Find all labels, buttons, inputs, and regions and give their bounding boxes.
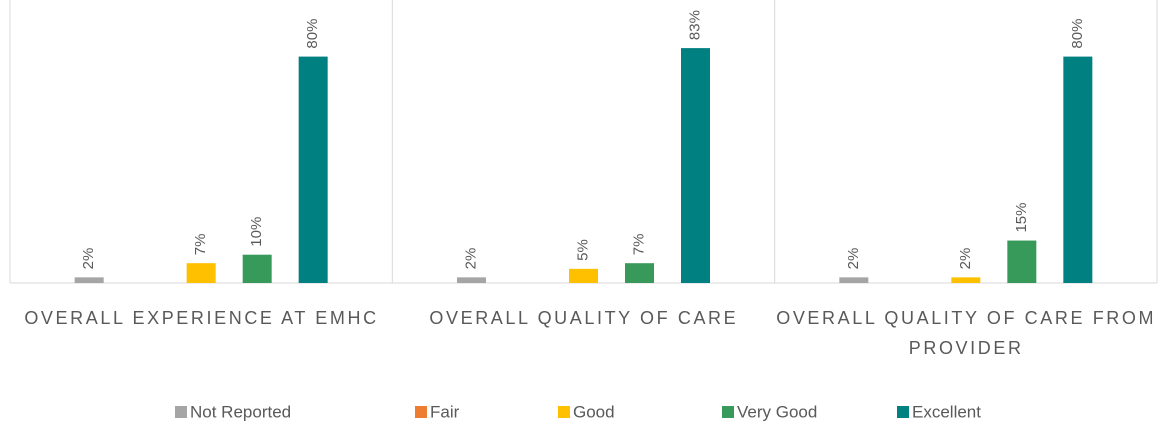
- bar: [74, 277, 104, 283]
- data-label: 2%: [462, 248, 479, 270]
- data-label: 10%: [248, 217, 265, 247]
- category-label: OVERALL QUALITY OF CARE FROM PROVIDER: [776, 308, 1157, 358]
- data-label: 7%: [630, 234, 647, 256]
- bar: [186, 263, 216, 283]
- bar: [1063, 56, 1093, 283]
- legend-label: Very Good: [737, 402, 817, 421]
- legend-swatch: [558, 406, 570, 418]
- legend-swatch: [175, 406, 187, 418]
- bar: [1007, 240, 1037, 283]
- data-label: 5%: [574, 239, 591, 261]
- data-label: 2%: [845, 248, 862, 270]
- legend-swatch: [897, 406, 909, 418]
- bar: [298, 56, 328, 283]
- legend-label: Excellent: [912, 402, 981, 421]
- data-label: 15%: [1013, 203, 1030, 233]
- bar: [681, 48, 710, 283]
- category-label: OVERALL EXPERIENCE AT EMHC: [24, 308, 379, 328]
- category-label: OVERALL QUALITY OF CARE: [429, 308, 739, 328]
- bar: [569, 268, 598, 283]
- legend-label: Fair: [430, 402, 460, 421]
- data-label: 80%: [304, 19, 321, 49]
- legend-swatch: [415, 406, 427, 418]
- legend-label: Good: [573, 402, 615, 421]
- data-label: 2%: [80, 248, 97, 270]
- data-label: 7%: [192, 234, 209, 256]
- data-label: 83%: [686, 10, 703, 40]
- bar: [242, 254, 272, 283]
- bar: [625, 263, 654, 283]
- data-label: 80%: [1069, 19, 1086, 49]
- bar: [839, 277, 869, 283]
- legend-swatch: [722, 406, 734, 418]
- legend-label: Not Reported: [190, 402, 291, 421]
- bar: [951, 277, 981, 283]
- data-label: 2%: [957, 248, 974, 270]
- bar: [457, 277, 486, 283]
